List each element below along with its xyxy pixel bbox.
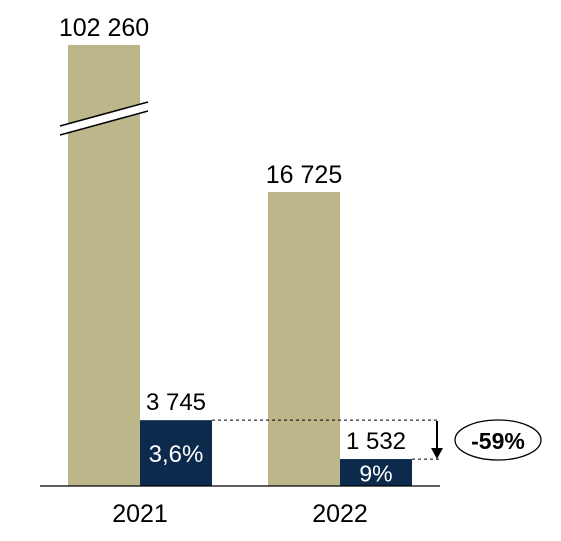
- axis-break-marker: [59, 101, 149, 136]
- axis-break-2021: [59, 101, 149, 136]
- data-label-2021-total: 102 260: [59, 14, 149, 42]
- bar-2022-subset: [340, 459, 412, 486]
- x-tick-2021: 2021: [112, 500, 168, 528]
- change-arrow-head: [431, 448, 443, 459]
- change-badge: [454, 419, 542, 461]
- data-label-2021-subset: 3 745: [146, 389, 206, 416]
- share-label-2021: 3,6%: [149, 441, 204, 468]
- data-label-2022-total: 16 725: [266, 161, 342, 189]
- axis-break-gap: [60, 102, 148, 135]
- bar-2022-total: [268, 192, 340, 486]
- change-badge-label: -59%: [471, 428, 525, 454]
- change-annotation: -59%: [431, 419, 542, 461]
- x-tick-labels: 2021 2022: [112, 500, 368, 528]
- reference-lines: [212, 419, 440, 460]
- labels-layer: 102 260 3 745 3,6% 16 725 1 532 9%: [59, 14, 406, 487]
- bar-2021-subset: [140, 420, 212, 486]
- share-label-2022: 9%: [359, 461, 392, 487]
- axis-break-line-lower: [59, 110, 149, 136]
- x-tick-2022: 2022: [312, 500, 368, 528]
- axis-break-line-upper: [59, 101, 149, 127]
- data-label-2022-subset: 1 532: [346, 428, 406, 455]
